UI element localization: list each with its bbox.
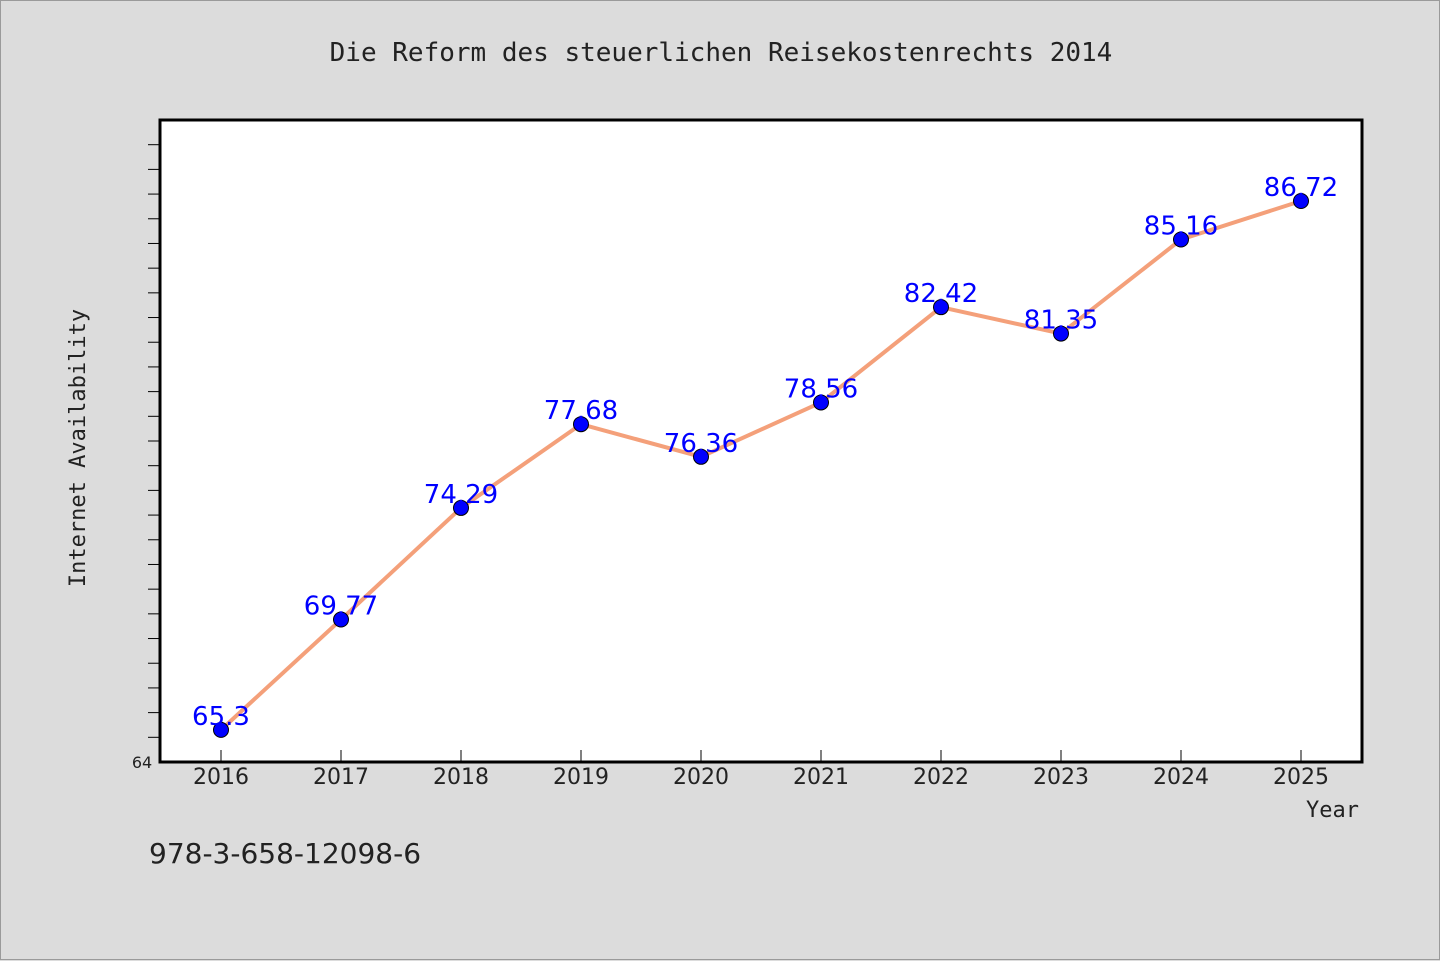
data-point [1173,231,1189,248]
x-tick-label: 2025 [1273,765,1329,790]
x-tick-label: 2017 [313,765,369,790]
x-tick-label: 2024 [1153,765,1209,790]
x-tick-label: 2016 [193,765,249,790]
data-label: 81.35 [1024,306,1098,336]
x-axis-ticks: 2016 2017 2018 2019 2020 2021 2022 2023 2024 2025 [193,750,1329,790]
data-label: 78.56 [784,374,858,404]
y-tick-label: 64 [132,753,152,772]
plot-area [158,118,1364,764]
y-axis-label: Internet Availability [66,309,91,587]
x-tick-label: 2019 [553,765,609,790]
data-point [333,611,349,628]
x-tick-label: 2021 [793,765,849,790]
data-point [453,499,469,516]
data-point [573,416,589,433]
data-point [1293,192,1309,209]
data-point [213,721,229,738]
data-point [933,299,949,316]
series-group [213,192,1309,738]
data-label: 82.42 [904,279,978,309]
data-label: 86.72 [1264,173,1338,203]
x-axis-label: Year [1306,798,1359,823]
x-tick-label: 2023 [1033,765,1089,790]
data-label: 65.3 [192,702,250,732]
data-label: 76.36 [664,429,738,459]
data-label: 74.29 [424,480,498,510]
data-point [693,448,709,465]
isbn-label: 978-3-658-12098-6 [149,837,421,870]
data-labels: 65.3 69.77 74.29 77.68 76.36 78.56 82.42 81.35 8… [192,173,1338,732]
data-label: 69.77 [304,592,378,622]
data-label: 85.16 [1144,212,1218,242]
series-line [219,199,1302,732]
x-tick-label: 2022 [913,765,969,790]
y-axis-ticks [148,144,160,738]
data-label: 77.68 [544,396,618,426]
x-tick-label: 2020 [673,765,729,790]
data-point [1053,325,1069,342]
chart-title: Die Reform des steuerlichen Reisekostenr… [330,38,1113,68]
data-point [813,394,829,411]
x-tick-label: 2018 [433,765,489,790]
